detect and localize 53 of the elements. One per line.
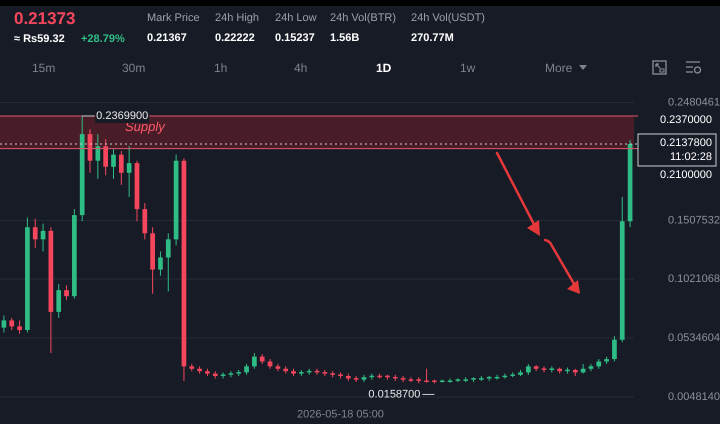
candlestick bbox=[158, 250, 163, 276]
candlestick bbox=[526, 363, 531, 376]
text: 0.21373 bbox=[14, 9, 76, 29]
text: 270.77M bbox=[411, 32, 454, 44]
candlestick bbox=[580, 363, 586, 374]
text: 0.15237 bbox=[275, 32, 315, 44]
text: 1h bbox=[214, 61, 228, 75]
y-tick-label: 0.1021068 bbox=[668, 273, 720, 286]
candlestick bbox=[56, 284, 62, 318]
text: 24h Vol(BTR) bbox=[330, 12, 396, 24]
ref-line-label: 0.2137800 11:02:28 bbox=[660, 137, 712, 164]
candlestick bbox=[596, 358, 602, 370]
text: 15m bbox=[32, 61, 56, 75]
candlestick bbox=[32, 218, 38, 248]
candlestick bbox=[9, 317, 14, 331]
candlestick bbox=[260, 354, 265, 364]
candlestick bbox=[612, 336, 617, 362]
candlestick bbox=[17, 320, 22, 334]
text: Mark Price bbox=[147, 12, 200, 24]
text: 1D bbox=[376, 61, 392, 75]
candlestick bbox=[111, 148, 116, 180]
y-tick-label: 0.0534604 bbox=[668, 332, 720, 344]
candlestick bbox=[2, 315, 6, 333]
candlestick bbox=[424, 368, 429, 384]
candlestick bbox=[126, 146, 132, 198]
text: More bbox=[545, 61, 572, 75]
text: 24h Vol(USDT) bbox=[411, 12, 485, 24]
y-tick-label: 0.2480461 bbox=[668, 96, 720, 109]
annotation: 0.0158700 bbox=[368, 388, 420, 400]
candlestick bbox=[118, 150, 124, 186]
candlestick bbox=[64, 284, 69, 300]
text: ≈ Rs59.32 bbox=[14, 33, 65, 45]
text: 0.22222 bbox=[215, 32, 255, 44]
text: 4h bbox=[294, 61, 308, 75]
text: +28.79% bbox=[81, 33, 125, 45]
ref-line-label: 0.2370000 bbox=[660, 114, 712, 126]
annotation: 0.2369900 bbox=[96, 110, 148, 122]
x-tick-label: 2026-05-18 05:00 bbox=[297, 408, 384, 420]
y-tick-label: 0.1507532 bbox=[668, 214, 720, 226]
candlestick bbox=[268, 358, 272, 370]
text: 1.56B bbox=[330, 32, 360, 44]
ref-line-label: 0.2100000 bbox=[660, 169, 712, 182]
y-tick-label: 0.0048140 bbox=[668, 390, 720, 403]
text: 30m bbox=[122, 61, 146, 75]
candlestick bbox=[40, 223, 46, 252]
text: 0.21367 bbox=[147, 32, 187, 44]
candlestick bbox=[244, 363, 249, 376]
candlestick bbox=[103, 138, 108, 176]
candlestick bbox=[166, 232, 171, 292]
text: 24h High bbox=[215, 12, 260, 24]
candlestick bbox=[252, 352, 257, 370]
text: 1w bbox=[460, 61, 476, 75]
text: 24h Low bbox=[275, 12, 317, 24]
